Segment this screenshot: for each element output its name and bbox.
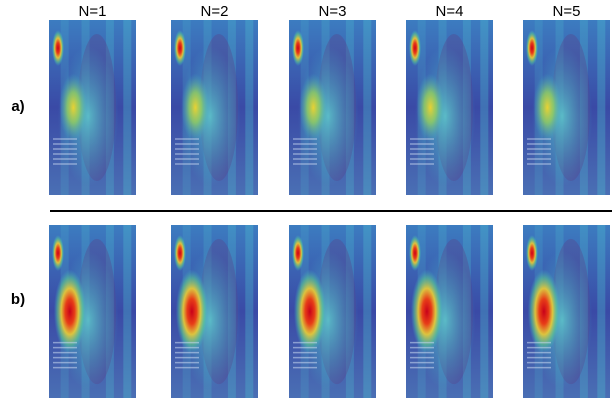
heatmap-image (523, 225, 610, 398)
hot-spot-top (292, 30, 304, 66)
hot-spot-top (409, 235, 421, 271)
stripe (363, 20, 372, 195)
heatmap-image (49, 20, 136, 195)
hot-spot-top (52, 30, 64, 66)
stripe (123, 20, 132, 195)
row-label: b) (11, 291, 25, 308)
hot-spot-top (409, 30, 421, 66)
hot-spot (527, 269, 560, 354)
heatmap-image (406, 225, 493, 398)
stripe (245, 225, 254, 398)
column-label: N=5 (553, 3, 581, 20)
row-label: a) (11, 98, 24, 115)
hot-spot (293, 269, 326, 354)
heatmap-image (289, 225, 376, 398)
warm-spot (59, 73, 88, 142)
warm-spot (533, 73, 562, 142)
heatmap-image (523, 20, 610, 195)
column-label: N=2 (201, 3, 229, 20)
hot-spot-top (52, 235, 64, 271)
hot-spot (410, 269, 443, 354)
heatmap-image (289, 20, 376, 195)
heatmap-image (406, 20, 493, 195)
hot-spot-top (174, 235, 186, 271)
stripe (123, 225, 132, 398)
hot-spot-top (174, 30, 186, 66)
column-label: N=4 (436, 3, 464, 20)
hot-spot-top (292, 235, 304, 271)
heatmap-image (49, 225, 136, 398)
heatmap-image (171, 225, 258, 398)
stripe (597, 20, 606, 195)
stripe (245, 20, 254, 195)
heatmap-image (171, 20, 258, 195)
stripe (597, 225, 606, 398)
hot-spot (175, 269, 208, 354)
warm-spot (299, 73, 328, 142)
warm-spot (416, 73, 445, 142)
stripe (363, 225, 372, 398)
hot-spot-top (526, 30, 538, 66)
column-label: N=3 (319, 3, 347, 20)
warm-spot (181, 73, 210, 142)
hot-spot (53, 269, 86, 354)
column-label: N=1 (79, 3, 107, 20)
stripe (480, 225, 489, 398)
hot-spot-top (526, 235, 538, 271)
stripe (480, 20, 489, 195)
